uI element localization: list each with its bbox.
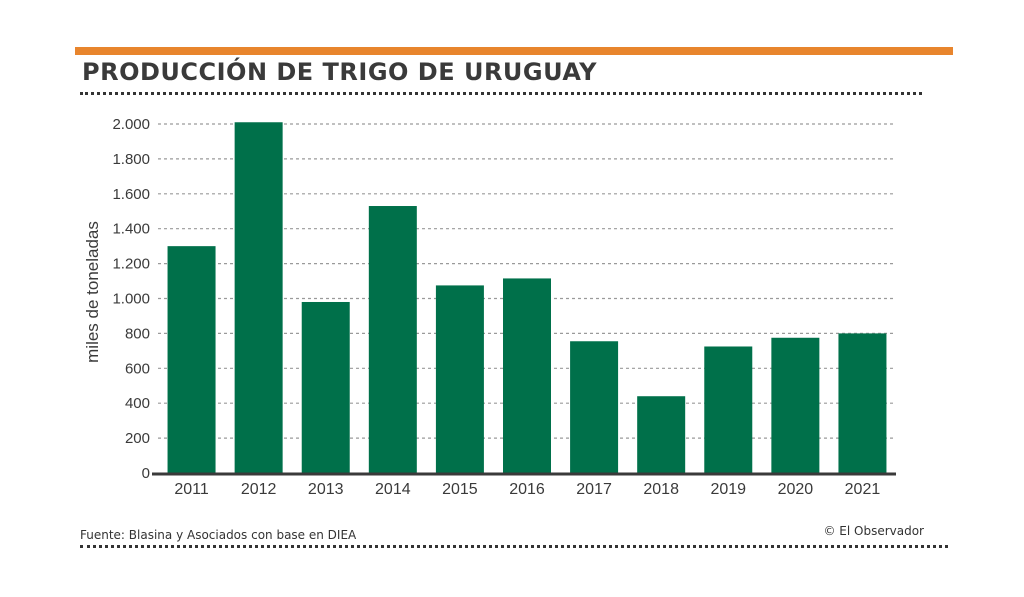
source-note: Fuente: Blasina y Asociados con base en … xyxy=(80,528,357,542)
y-tick-label: 1.000 xyxy=(112,291,150,308)
y-tick-label: 600 xyxy=(125,360,150,377)
x-tick-label: 2013 xyxy=(308,481,344,498)
y-tick-label: 800 xyxy=(125,325,150,342)
y-tick-label: 1.800 xyxy=(112,151,150,168)
x-axis-ticks: 2011 2012 2013 2014 2015 2016 2017 2018 2019 2020… xyxy=(174,481,880,498)
x-tick-label: 2014 xyxy=(375,481,411,498)
bar-2013 xyxy=(301,301,350,473)
bar-2011 xyxy=(167,246,216,473)
y-tick-label: 2.000 xyxy=(112,116,150,133)
y-axis-ticks: 0 200 400 600 800 1.000 1.200 1.400 1.600 1.800 2.… xyxy=(112,116,150,482)
bar-2014 xyxy=(368,206,417,473)
x-tick-label: 2018 xyxy=(643,481,679,498)
x-tick-label: 2016 xyxy=(509,481,545,498)
y-tick-label: 200 xyxy=(125,430,150,447)
x-tick-label: 2017 xyxy=(576,481,612,498)
x-tick-label: 2015 xyxy=(442,481,478,498)
chart-title: PRODUCCIÓN DE TRIGO DE URUGUAY xyxy=(82,58,598,86)
y-tick-label: 1.200 xyxy=(112,256,150,273)
bar-2017 xyxy=(570,341,619,473)
bar-2012 xyxy=(234,122,283,473)
x-tick-label: 2020 xyxy=(778,481,814,498)
bar-2021 xyxy=(838,333,887,473)
accent-bar xyxy=(75,47,953,55)
title-divider xyxy=(80,92,922,95)
x-tick-label: 2011 xyxy=(174,481,209,498)
y-tick-label: 400 xyxy=(125,395,150,412)
bar-2018 xyxy=(637,396,686,473)
y-tick-label: 0 xyxy=(142,465,150,482)
y-tick-label: 1.600 xyxy=(112,186,150,203)
bar-2020 xyxy=(771,337,820,473)
bar-2015 xyxy=(435,285,484,473)
x-tick-label: 2019 xyxy=(710,481,746,498)
footer-divider xyxy=(80,545,948,548)
bar-2019 xyxy=(704,346,753,473)
copyright-credit: © El Observador xyxy=(823,524,924,538)
y-tick-label: 1.400 xyxy=(112,221,150,238)
bars xyxy=(167,122,887,473)
y-axis-label: miles de toneladas xyxy=(83,221,102,363)
x-tick-label: 2012 xyxy=(241,481,277,498)
bar-2016 xyxy=(503,278,551,473)
x-tick-label: 2021 xyxy=(845,481,881,498)
